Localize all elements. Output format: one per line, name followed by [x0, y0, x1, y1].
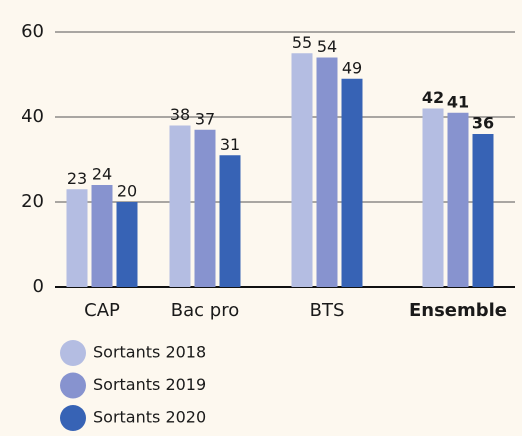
- bar: [291, 53, 313, 287]
- data-label: 38: [170, 105, 190, 124]
- data-label: 23: [67, 169, 87, 188]
- y-tick-label: 20: [21, 191, 44, 212]
- bar: [447, 112, 469, 287]
- x-tick-label: BTS: [310, 300, 345, 321]
- data-label: 55: [292, 33, 312, 52]
- legend-swatch: [60, 372, 86, 399]
- bar: [169, 125, 191, 287]
- bar: [66, 189, 88, 287]
- data-label: 42: [422, 88, 444, 107]
- data-label: 41: [447, 92, 469, 111]
- y-tick-label: 40: [21, 106, 44, 127]
- bar: [219, 155, 241, 287]
- legend-label: Sortants 2018: [93, 343, 206, 362]
- y-tick-label: 0: [33, 276, 44, 297]
- data-label: 37: [195, 109, 215, 128]
- data-label: 36: [472, 114, 494, 133]
- x-tick-label: Bac pro: [171, 300, 239, 321]
- data-label: 49: [342, 58, 362, 77]
- bar: [91, 185, 113, 287]
- legend-swatch: [60, 405, 86, 431]
- x-tick-label: CAP: [84, 300, 120, 321]
- legend-swatch: [60, 340, 86, 366]
- data-label: 54: [317, 37, 337, 56]
- bar: [116, 202, 138, 287]
- bar: [422, 108, 444, 287]
- legend-label: Sortants 2019: [93, 375, 206, 394]
- bar: [472, 134, 494, 287]
- bar: [194, 129, 216, 287]
- bar: [316, 57, 338, 287]
- legend-label: Sortants 2020: [93, 408, 206, 427]
- x-tick-label: Ensemble: [409, 300, 507, 321]
- y-tick-label: 60: [21, 21, 44, 42]
- bar: [341, 78, 363, 287]
- data-label: 24: [92, 165, 112, 184]
- data-label: 20: [117, 182, 137, 201]
- data-label: 31: [220, 135, 240, 154]
